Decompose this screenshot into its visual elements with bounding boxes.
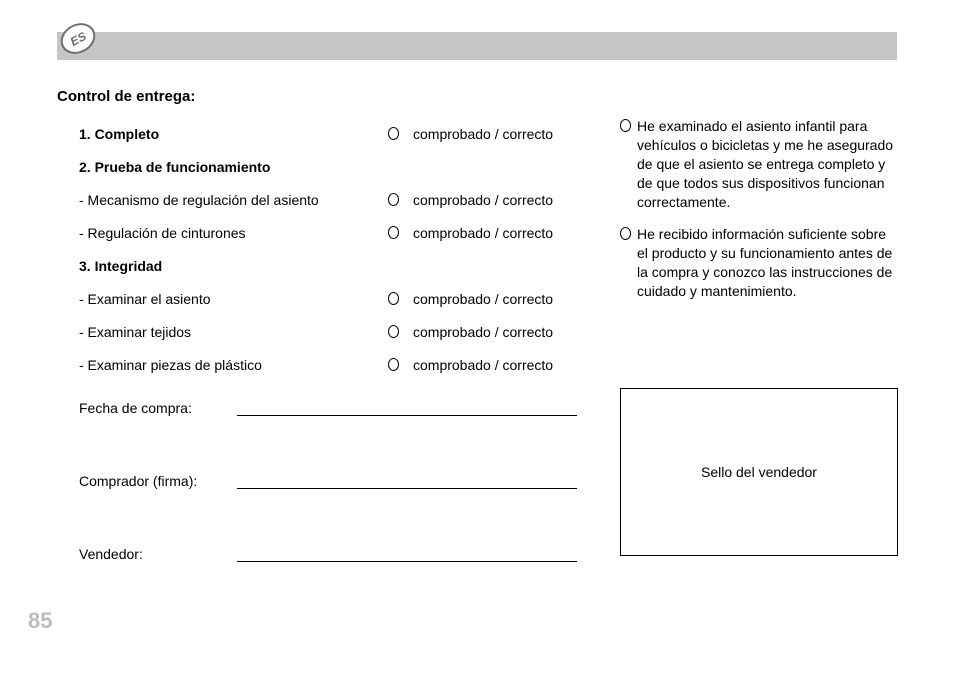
page-number: 85 bbox=[28, 608, 52, 634]
signature-area: Fecha de compra: Comprador (firma): Vend… bbox=[79, 388, 577, 607]
check-label: comprobado / correcto bbox=[413, 324, 553, 340]
checklist-item: - Examinar piezas de plástico bbox=[79, 348, 389, 381]
signature-label: Comprador (firma): bbox=[79, 473, 237, 489]
declaration-text: He examinado el asiento infantil para ve… bbox=[637, 117, 900, 211]
declaration: He recibido información suficiente sobre… bbox=[620, 225, 900, 301]
check-label: comprobado / correcto bbox=[413, 225, 553, 241]
declaration-text: He recibido información suficiente sobre… bbox=[637, 225, 900, 301]
language-code: ES bbox=[68, 29, 89, 49]
declaration: He examinado el asiento infantil para ve… bbox=[620, 117, 900, 211]
radio-icon[interactable] bbox=[388, 325, 399, 338]
checklist-labels-column: 1. Completo 2. Prueba de funcionamiento … bbox=[79, 117, 389, 381]
radio-icon[interactable] bbox=[388, 292, 399, 305]
section-title: Control de entrega: bbox=[57, 88, 195, 105]
checklist-item: - Mecanismo de regulación del asiento bbox=[79, 183, 389, 216]
check-cell-empty bbox=[388, 150, 598, 183]
declarations-column: He examinado el asiento infantil para ve… bbox=[620, 117, 900, 315]
checklist-item: 2. Prueba de funcionamiento bbox=[79, 150, 389, 183]
signature-line[interactable] bbox=[237, 415, 577, 416]
radio-icon[interactable] bbox=[388, 193, 399, 206]
check-cell: comprobado / correcto bbox=[388, 183, 598, 216]
checklist-status-column: comprobado / correcto comprobado / corre… bbox=[388, 117, 598, 381]
checklist-item: - Examinar el asiento bbox=[79, 282, 389, 315]
signature-label: Fecha de compra: bbox=[79, 400, 237, 416]
radio-icon[interactable] bbox=[388, 358, 399, 371]
signature-row-buyer: Comprador (firma): bbox=[79, 461, 577, 489]
seller-stamp-box: Sello del vendedor bbox=[620, 388, 898, 556]
check-label: comprobado / correcto bbox=[413, 126, 553, 142]
check-cell-empty bbox=[388, 249, 598, 282]
check-label: comprobado / correcto bbox=[413, 291, 553, 307]
checklist-item: 1. Completo bbox=[79, 117, 389, 150]
radio-icon[interactable] bbox=[388, 127, 399, 140]
checklist-item: - Examinar tejidos bbox=[79, 315, 389, 348]
seller-stamp-label: Sello del vendedor bbox=[701, 464, 817, 480]
signature-row-date: Fecha de compra: bbox=[79, 388, 577, 416]
signature-row-seller: Vendedor: bbox=[79, 534, 577, 562]
radio-icon[interactable] bbox=[620, 119, 631, 132]
signature-line[interactable] bbox=[237, 561, 577, 562]
check-cell: comprobado / correcto bbox=[388, 348, 598, 381]
check-label: comprobado / correcto bbox=[413, 192, 553, 208]
checklist-item: 3. Integridad bbox=[79, 249, 389, 282]
signature-label: Vendedor: bbox=[79, 546, 237, 562]
check-cell: comprobado / correcto bbox=[388, 315, 598, 348]
check-label: comprobado / correcto bbox=[413, 357, 553, 373]
signature-line[interactable] bbox=[237, 488, 577, 489]
radio-icon[interactable] bbox=[388, 226, 399, 239]
radio-icon[interactable] bbox=[620, 227, 631, 240]
check-cell: comprobado / correcto bbox=[388, 282, 598, 315]
check-cell: comprobado / correcto bbox=[388, 216, 598, 249]
language-header-bar bbox=[57, 32, 897, 60]
checklist-item: - Regulación de cinturones bbox=[79, 216, 389, 249]
check-cell: comprobado / correcto bbox=[388, 117, 598, 150]
